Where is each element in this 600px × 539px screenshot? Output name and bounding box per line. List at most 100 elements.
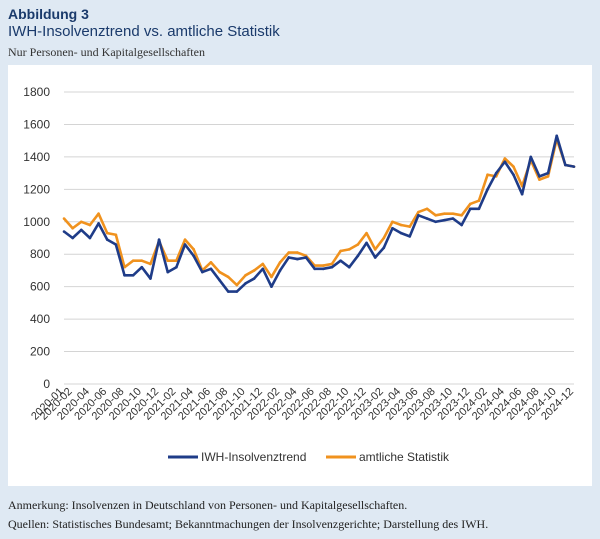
y-tick-label: 0 (43, 377, 50, 391)
series-line-iwh (63, 134, 575, 293)
y-tick-label: 800 (30, 247, 50, 261)
figure-title: IWH-Insolvenztrend vs. amtliche Statisti… (8, 23, 280, 40)
data-point-iwh (503, 160, 507, 164)
data-point-amtlich (365, 231, 368, 235)
data-point-iwh (564, 163, 567, 167)
data-point-amtlich (209, 261, 213, 264)
data-point-amtlich (382, 236, 386, 240)
legend-label-amtlich: amtliche Statistik (359, 450, 450, 464)
data-point-amtlich (244, 274, 247, 277)
data-point-amtlich (399, 223, 403, 227)
data-point-amtlich (486, 173, 489, 177)
data-point-amtlich (330, 262, 334, 266)
y-tick-label: 1000 (23, 215, 50, 229)
y-tick-label: 200 (30, 345, 50, 359)
data-point-iwh (339, 259, 342, 263)
data-point-iwh (477, 207, 481, 211)
data-point-iwh (114, 243, 118, 246)
data-point-amtlich (339, 249, 342, 253)
data-point-amtlich (71, 226, 74, 230)
data-point-amtlich (62, 217, 66, 220)
data-point-amtlich (538, 178, 541, 181)
data-point-iwh (356, 254, 360, 258)
data-point-iwh (373, 256, 377, 259)
data-point-amtlich (218, 270, 221, 274)
data-point-iwh (572, 165, 576, 168)
data-point-iwh (486, 188, 489, 191)
data-point-amtlich (270, 275, 273, 279)
data-point-iwh (538, 175, 541, 178)
data-point-amtlich (546, 175, 550, 178)
data-point-iwh (365, 241, 368, 245)
y-tick-label: 600 (30, 280, 50, 294)
data-point-amtlich (322, 264, 325, 267)
data-point-iwh (417, 213, 420, 217)
data-point-iwh (235, 290, 239, 293)
data-point-iwh (322, 267, 325, 271)
data-point-iwh (382, 246, 386, 250)
data-point-iwh (296, 257, 299, 261)
data-point-amtlich (296, 251, 299, 254)
data-point-amtlich (97, 212, 100, 215)
data-point-amtlich (278, 261, 282, 264)
data-point-amtlich (373, 248, 377, 251)
data-point-amtlich (123, 265, 126, 269)
data-point-amtlich (391, 220, 394, 224)
data-point-iwh (201, 270, 204, 274)
data-point-amtlich (192, 248, 195, 251)
data-point-amtlich (175, 259, 178, 263)
data-point-amtlich (226, 275, 230, 279)
data-point-amtlich (460, 213, 463, 217)
data-point-iwh (287, 256, 291, 259)
figure-subtitle: Nur Personen- und Kapitalgesellschaften (8, 45, 205, 59)
data-point-amtlich (451, 212, 455, 215)
data-point-iwh (97, 222, 100, 225)
data-point-amtlich (183, 238, 187, 241)
data-point-iwh (131, 274, 135, 277)
data-point-iwh (88, 236, 92, 240)
data-point-iwh (529, 155, 533, 159)
data-point-amtlich (347, 248, 351, 251)
data-point-iwh (520, 192, 524, 196)
data-point-iwh (408, 235, 412, 238)
data-point-amtlich (443, 212, 446, 215)
data-point-iwh (425, 217, 429, 220)
data-point-iwh (149, 277, 152, 280)
data-point-iwh (434, 220, 437, 224)
data-point-iwh (270, 285, 273, 288)
y-tick-label: 1800 (23, 85, 50, 99)
data-point-amtlich (408, 225, 412, 228)
figure-kicker: Abbildung 3 (8, 6, 89, 22)
data-point-iwh (218, 278, 221, 282)
data-point-amtlich (425, 207, 429, 211)
notes: Anmerkung: Insolvenzen in Deutschland vo… (8, 496, 488, 534)
legend-label-iwh: IWH-Insolvenztrend (201, 450, 306, 464)
data-point-amtlich (434, 213, 437, 217)
data-point-iwh (62, 230, 66, 233)
data-point-iwh (494, 171, 498, 175)
data-point-iwh (252, 277, 256, 280)
data-point-iwh (555, 134, 559, 138)
data-point-iwh (399, 231, 403, 235)
data-point-amtlich (252, 269, 256, 272)
data-point-iwh (157, 238, 161, 241)
data-point-iwh (468, 207, 472, 211)
y-tick-label: 400 (30, 312, 50, 326)
data-point-iwh (443, 218, 446, 222)
note-annotation: Anmerkung: Insolvenzen in Deutschland vo… (8, 498, 408, 512)
data-point-iwh (261, 267, 265, 271)
data-point-iwh (244, 282, 247, 285)
data-point-iwh (451, 217, 455, 220)
data-point-amtlich (131, 259, 135, 263)
data-point-iwh (512, 173, 515, 177)
data-point-iwh (123, 274, 126, 277)
data-point-amtlich (512, 165, 515, 168)
data-point-iwh (347, 265, 351, 269)
data-point-iwh (226, 290, 230, 293)
y-tick-label: 1400 (23, 150, 50, 164)
data-point-amtlich (105, 231, 109, 235)
data-point-iwh (140, 265, 144, 269)
data-point-iwh (278, 269, 282, 272)
data-point-iwh (546, 171, 550, 175)
data-point-iwh (71, 236, 74, 240)
